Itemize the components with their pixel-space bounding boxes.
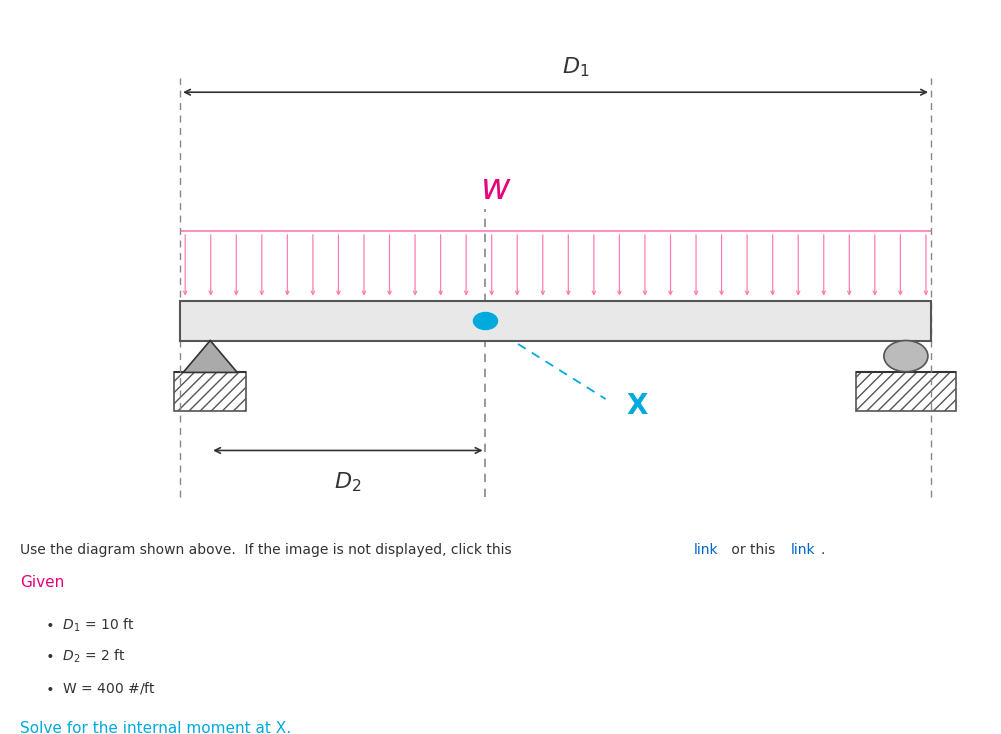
Text: $D_1$: $D_1$ [562, 56, 590, 79]
Text: $\bullet$  W = 400 #/ft: $\bullet$ W = 400 #/ft [45, 680, 156, 696]
Text: $\bullet$  $D_2$ = 2 ft: $\bullet$ $D_2$ = 2 ft [45, 648, 125, 666]
Text: $\mathbf{X}$: $\mathbf{X}$ [626, 392, 649, 420]
Text: $\mathit{w}$: $\mathit{w}$ [479, 172, 512, 206]
Polygon shape [183, 341, 237, 372]
Text: $D_2$: $D_2$ [334, 470, 361, 494]
Bar [174, 372, 246, 412]
Circle shape [884, 341, 928, 371]
Text: Use the diagram shown above.  If the image is not displayed, click this: Use the diagram shown above. If the imag… [20, 542, 517, 556]
Bar [180, 302, 931, 341]
Text: or this: or this [727, 542, 780, 556]
Bar [856, 371, 956, 411]
Text: $\bullet$  $D_1$ = 10 ft: $\bullet$ $D_1$ = 10 ft [45, 616, 134, 633]
Text: Given: Given [20, 575, 64, 589]
Text: link: link [694, 542, 719, 556]
Circle shape [473, 313, 497, 330]
Text: link: link [791, 542, 816, 556]
Text: Solve for the internal moment at X.: Solve for the internal moment at X. [20, 722, 291, 734]
Text: .: . [821, 542, 825, 556]
